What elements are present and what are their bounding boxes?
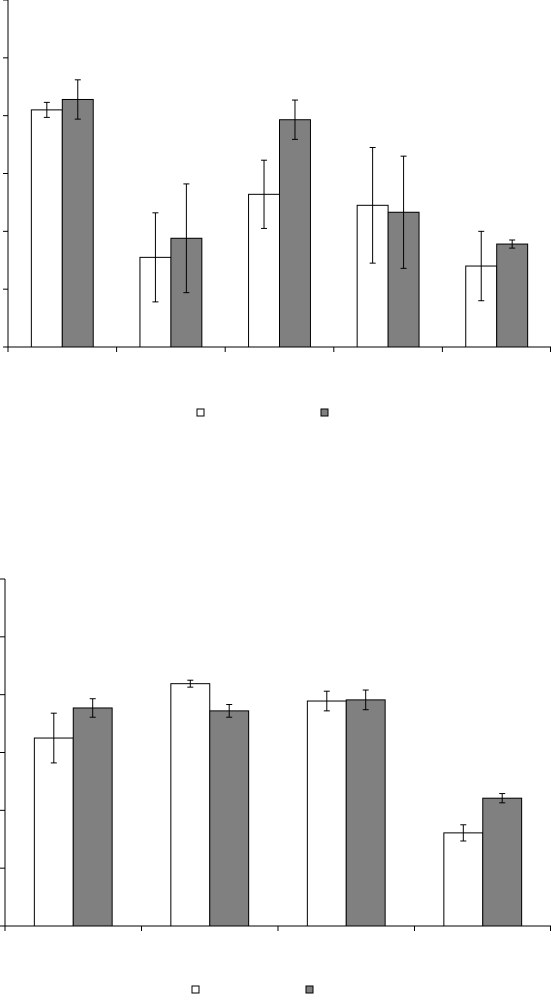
bar	[306, 700, 347, 927]
error-bar	[261, 159, 268, 229]
bar	[61, 98, 94, 348]
error-bar	[89, 698, 96, 718]
legend-swatch	[191, 985, 200, 994]
error-bar	[74, 79, 81, 120]
error-bar	[362, 689, 369, 711]
bar	[496, 243, 529, 348]
error-bar	[460, 824, 467, 842]
error-bar	[369, 146, 376, 264]
error-bar	[50, 712, 57, 764]
bar	[33, 737, 74, 927]
error-bar	[152, 212, 159, 303]
bar	[30, 109, 63, 348]
error-bar	[43, 101, 50, 118]
error-bar	[323, 690, 330, 712]
bar	[209, 710, 250, 927]
bar	[345, 699, 386, 927]
bar	[72, 707, 113, 927]
error-bar	[226, 703, 233, 718]
bar	[279, 119, 311, 348]
bar	[443, 832, 484, 927]
legend-swatch	[305, 985, 314, 994]
error-bar	[499, 793, 506, 804]
error-bar	[187, 679, 194, 688]
error-bar	[478, 230, 485, 302]
error-bar	[509, 239, 516, 249]
error-bar	[183, 183, 190, 294]
bar	[170, 683, 211, 927]
bar	[482, 797, 523, 927]
legend-swatch	[196, 408, 205, 417]
error-bar	[291, 99, 298, 140]
error-bar	[400, 155, 407, 269]
legend-swatch	[320, 408, 329, 417]
